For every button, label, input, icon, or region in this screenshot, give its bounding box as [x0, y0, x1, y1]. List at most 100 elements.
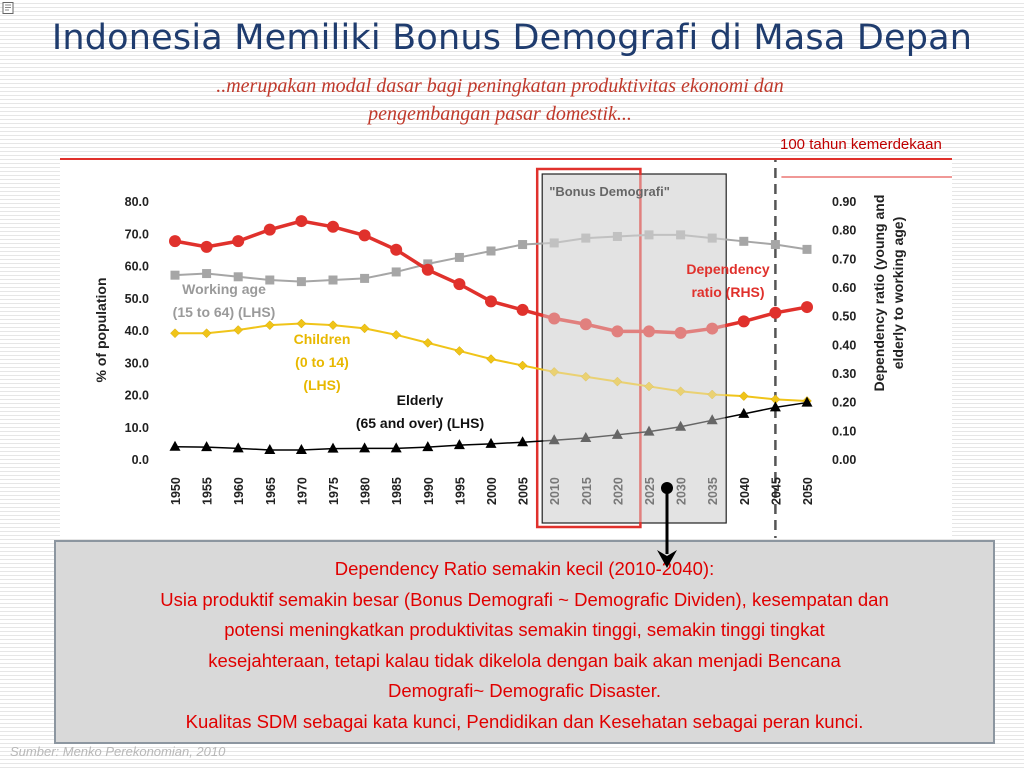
children-point	[422, 338, 433, 348]
y-tick-label: 70.0	[125, 227, 149, 241]
document-icon	[2, 2, 14, 14]
working-point	[265, 275, 275, 285]
working-point	[518, 240, 528, 250]
elderly-point	[359, 442, 371, 453]
x-tick-label: 1950	[169, 477, 183, 505]
children-point	[612, 376, 623, 387]
dependency-point	[485, 295, 497, 308]
children-point	[580, 371, 591, 382]
y-tick-label: 0.0	[132, 453, 149, 467]
y2-tick-label: 0.90	[832, 195, 856, 209]
dependency-point	[548, 312, 561, 325]
x-tick-label: 1980	[359, 477, 373, 505]
description-line-5: Demografi~ Demografic Disaster.	[388, 680, 661, 701]
elderly-point	[453, 439, 465, 450]
working-series-label: (15 to 64) (LHS)	[173, 304, 276, 320]
working-point	[802, 244, 812, 254]
x-tick-label: 1955	[201, 477, 215, 505]
y-tick-label: 20.0	[125, 389, 149, 403]
x-tick-label: 1985	[390, 477, 404, 505]
x-tick-label: 2000	[485, 477, 499, 505]
elderly-point	[517, 436, 529, 447]
y2-tick-label: 0.20	[832, 396, 856, 410]
elderly-point	[580, 432, 592, 443]
x-tick-label: 1960	[232, 477, 246, 505]
subtitle-line-1: ..merupakan modal dasar bagi peningkatan…	[216, 75, 784, 97]
children-point	[264, 320, 275, 331]
x-tick-label: 1995	[453, 477, 467, 505]
working-point	[644, 230, 654, 240]
elderly-point	[769, 401, 781, 412]
children-point	[170, 328, 180, 339]
children-point	[486, 354, 496, 364]
dependency-series-label: ratio (RHS)	[691, 284, 764, 300]
working-point	[170, 270, 180, 280]
x-tick-label: 2010	[548, 477, 562, 505]
chart-panel: "Bonus Demografi" 0.0 10.0 20.0 30.0 40.0 50.0…	[60, 158, 952, 538]
y2-tick-label: 0.40	[832, 338, 856, 352]
working-point	[486, 246, 496, 256]
y2-tick-label: 0.10	[832, 424, 856, 438]
description-box: Dependency Ratio semakin kecil (2010-204…	[54, 540, 995, 744]
children-series-label: Children	[294, 331, 351, 347]
dependency-point	[295, 215, 308, 228]
working-point	[328, 275, 338, 285]
elderly-point	[390, 442, 402, 453]
y2-tick-label: 0.60	[832, 281, 856, 295]
page-title: Indonesia Memiliki Bonus Demografi di Ma…	[51, 18, 973, 58]
children-point	[644, 381, 654, 392]
working-point	[454, 252, 464, 262]
elderly-series-label: Elderly	[397, 392, 444, 408]
pointer-arrow-icon	[657, 482, 677, 568]
y2-tick-label: 0.30	[832, 367, 856, 381]
children-point	[328, 320, 338, 331]
y2-axis-title-line-1: Dependency ratio (young and	[871, 195, 887, 392]
y-axis-title: % of population	[93, 278, 109, 383]
children-point	[296, 318, 307, 329]
elderly-point	[169, 440, 181, 451]
dependency-series-label: Dependency	[686, 261, 769, 277]
working-point	[233, 272, 243, 282]
description-line-3: potensi meningkatkan produktivitas semak…	[224, 619, 825, 640]
working-point	[581, 233, 591, 243]
children-series-label: (0 to 14)	[295, 354, 349, 370]
x-tick-label: 2045	[769, 477, 783, 505]
dependency-point	[769, 306, 782, 319]
children-point	[517, 360, 528, 371]
x-tick-label: 2020	[611, 477, 625, 505]
independence-marker-label: 100 tahun kemerdekaan	[780, 136, 942, 153]
dependency-point	[516, 303, 529, 316]
x-tick-label: 2005	[517, 477, 531, 505]
description-line-4: kesejahteraan, tetapi kalau tidak dikelo…	[208, 649, 841, 671]
children-series-label: (LHS)	[303, 377, 340, 393]
working-point	[739, 236, 749, 246]
dependency-point	[453, 278, 466, 291]
x-tick-label: 1965	[264, 477, 278, 505]
elderly-point	[706, 414, 718, 425]
children-point	[675, 386, 686, 397]
y-tick-label: 60.0	[125, 260, 149, 274]
x-tick-label: 1970	[295, 477, 309, 505]
band-overlay	[543, 175, 726, 522]
subtitle-line-2: pengembangan pasar domestik...	[368, 103, 632, 125]
elderly-point	[675, 420, 687, 431]
highlight-frame	[535, 167, 642, 529]
bonus-demografi-band	[541, 173, 727, 524]
y2-tick-label: 0.70	[832, 252, 856, 266]
x-tick-label: 2025	[643, 477, 657, 505]
elderly-point	[327, 442, 339, 453]
elderly-point	[264, 443, 276, 454]
elderly-point	[801, 396, 813, 407]
y-tick-label: 50.0	[125, 292, 149, 306]
dependency-point	[232, 235, 245, 248]
elderly-point	[422, 441, 434, 452]
children-point	[738, 391, 749, 401]
children-point	[454, 346, 465, 356]
working-point	[391, 267, 401, 277]
y-tick-label: 30.0	[125, 356, 149, 370]
y2-tick-label: 0.00	[832, 453, 856, 467]
x-tick-label: 2030	[675, 477, 689, 505]
x-tick-label: 2035	[706, 477, 720, 505]
y2-axis-title-line-2: elderly to working age)	[890, 217, 906, 369]
dependency-point	[579, 318, 592, 331]
